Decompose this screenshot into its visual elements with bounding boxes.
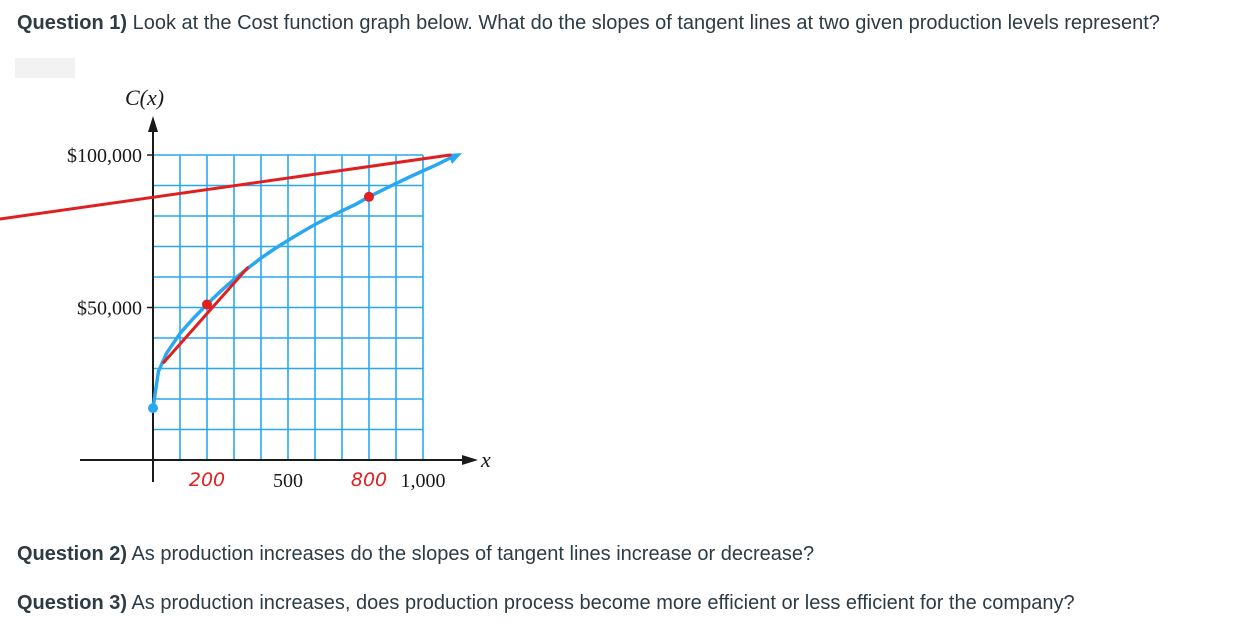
x-axis-label: x (480, 447, 491, 472)
tangent-point (202, 299, 212, 310)
faint-smudge (15, 58, 75, 78)
tangent-line (162, 266, 249, 364)
question-3-label: Question 3) (17, 592, 128, 614)
question-1-label: Question 1) (17, 12, 128, 34)
cost-curve (151, 156, 452, 410)
question-3-text: As production increases, does production… (127, 592, 1075, 614)
grid (152, 154, 424, 461)
axes: C(x) x (80, 85, 491, 482)
handwritten-x-label: 200 (189, 469, 225, 491)
y-axis-label: C(x) (125, 85, 164, 110)
handwritten-x-label: 800 (351, 469, 387, 491)
question-2-label: Question 2) (17, 543, 128, 565)
x-tick-label: 500 (273, 470, 303, 492)
x-axis-arrow (462, 455, 478, 465)
curve-arrow (448, 153, 462, 165)
y-tick-label: $100,000 (67, 145, 142, 167)
series (151, 153, 462, 410)
question-2: Question 2) As production increases do t… (17, 541, 814, 567)
tangent-line (0, 153, 452, 221)
cost-function-graph: C(x) x $100,000 $50,000 500 1,000 200 800 (0, 50, 560, 510)
question-2-text: As production increases do the slopes of… (127, 543, 815, 565)
y-tick-label: $50,000 (77, 298, 142, 320)
y-axis-arrow (148, 116, 158, 132)
tangent-point (364, 191, 374, 202)
tangent-lines (0, 153, 452, 364)
annotations: 200 800 (189, 469, 387, 491)
chart-svg: C(x) x $100,000 $50,000 500 1,000 200 800 (0, 58, 491, 492)
intercept-point (148, 403, 158, 414)
question-3: Question 3) As production increases, doe… (17, 590, 1075, 616)
tick-labels: $100,000 $50,000 500 1,000 (67, 145, 446, 492)
question-1: Question 1) Look at the Cost function gr… (17, 10, 1160, 36)
x-tick-label: 1,000 (401, 470, 446, 492)
question-1-text: Look at the Cost function graph below. W… (127, 12, 1160, 34)
points (148, 191, 374, 414)
